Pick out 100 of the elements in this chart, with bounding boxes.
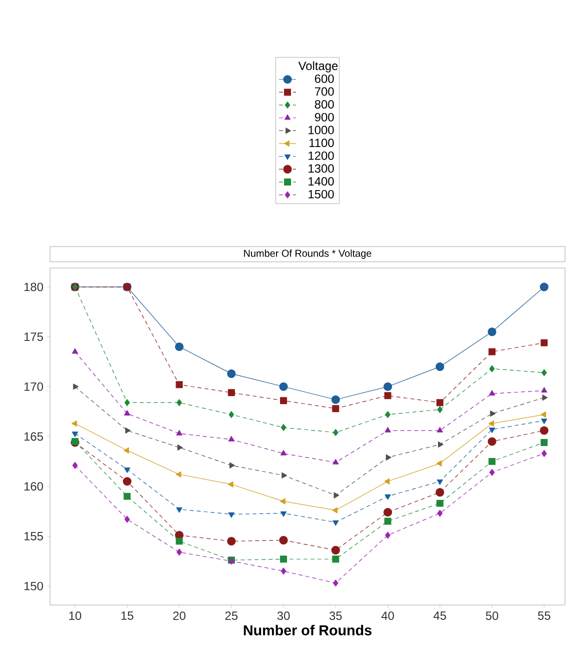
x-axis-title: Number of Rounds	[244, 624, 372, 636]
point	[73, 384, 79, 390]
point	[280, 556, 288, 563]
y-tick-label: 170	[24, 382, 44, 391]
point	[332, 429, 338, 436]
point	[72, 432, 78, 437]
point	[488, 458, 496, 465]
x-tick-label: 20	[173, 612, 186, 620]
point	[124, 468, 130, 473]
point	[228, 481, 234, 488]
legend-title: Voltage	[298, 61, 338, 72]
point	[541, 369, 547, 376]
point	[436, 427, 443, 432]
point	[228, 411, 234, 418]
point	[488, 348, 496, 356]
point	[124, 410, 130, 416]
point	[331, 395, 340, 404]
point	[541, 450, 547, 457]
point	[385, 411, 390, 418]
legend-label: 1400	[308, 177, 334, 186]
point	[72, 348, 78, 354]
point	[384, 518, 392, 525]
point	[488, 428, 496, 434]
point	[384, 427, 391, 432]
point	[227, 369, 236, 378]
point	[437, 406, 443, 414]
point	[489, 365, 495, 372]
y-tick-label: 175	[24, 332, 43, 341]
point	[540, 438, 548, 446]
point	[280, 397, 288, 404]
x-tick-label: 25	[225, 612, 238, 620]
chart-title: Number Of Rounds * Voltage	[244, 250, 372, 259]
legend-label: 1300	[308, 164, 334, 173]
point	[124, 516, 130, 523]
x-tick-label: 30	[277, 612, 290, 620]
point	[437, 510, 443, 517]
point	[436, 488, 444, 497]
point	[542, 394, 548, 401]
point	[488, 437, 496, 446]
point	[332, 556, 340, 563]
point	[122, 477, 132, 486]
point	[384, 478, 390, 484]
point	[332, 405, 340, 412]
point	[385, 532, 390, 539]
point	[230, 462, 235, 468]
point	[280, 511, 287, 517]
point	[72, 462, 78, 469]
x-tick-label: 55	[538, 612, 550, 620]
point	[331, 546, 340, 554]
point	[176, 471, 182, 478]
point	[436, 460, 442, 466]
legend-label: 1000	[308, 126, 334, 134]
point	[436, 479, 443, 485]
y-tick-label: 160	[24, 482, 44, 491]
x-tick-label: 50	[486, 612, 498, 620]
point	[436, 362, 444, 371]
point	[540, 412, 546, 418]
point	[280, 424, 286, 432]
point	[228, 389, 235, 396]
point	[228, 436, 234, 442]
point	[383, 508, 392, 517]
point	[176, 430, 182, 436]
point	[436, 399, 444, 406]
legend-label: 800	[314, 100, 334, 109]
point	[280, 498, 286, 504]
y-tick-label: 165	[24, 432, 43, 441]
point	[541, 387, 548, 393]
legend-label: 1100	[310, 138, 334, 148]
legend-label: 900	[314, 112, 334, 122]
point	[540, 426, 548, 435]
point	[332, 458, 339, 464]
point	[176, 381, 183, 388]
point	[488, 420, 494, 427]
point	[124, 399, 130, 406]
legend-label: 700	[314, 87, 334, 96]
point	[332, 580, 338, 587]
point	[438, 441, 444, 448]
point	[176, 538, 183, 545]
point	[279, 382, 288, 391]
point	[280, 568, 286, 575]
point	[124, 447, 130, 454]
y-tick-label: 150	[24, 582, 44, 590]
point	[176, 548, 182, 556]
point	[386, 454, 392, 460]
x-tick-label: 35	[329, 612, 342, 620]
y-tick-label: 180	[24, 282, 44, 292]
legend-label: 600	[314, 74, 334, 83]
point	[384, 392, 392, 400]
x-tick-label: 10	[69, 612, 82, 620]
point	[282, 472, 288, 478]
legend-label: 1200	[308, 151, 334, 160]
point	[489, 468, 495, 476]
point	[488, 390, 496, 396]
point	[383, 382, 392, 391]
point	[540, 282, 548, 292]
point	[125, 427, 131, 434]
point	[332, 507, 338, 514]
point	[334, 492, 340, 498]
point	[227, 536, 236, 546]
legend-label: 1500	[308, 190, 334, 198]
